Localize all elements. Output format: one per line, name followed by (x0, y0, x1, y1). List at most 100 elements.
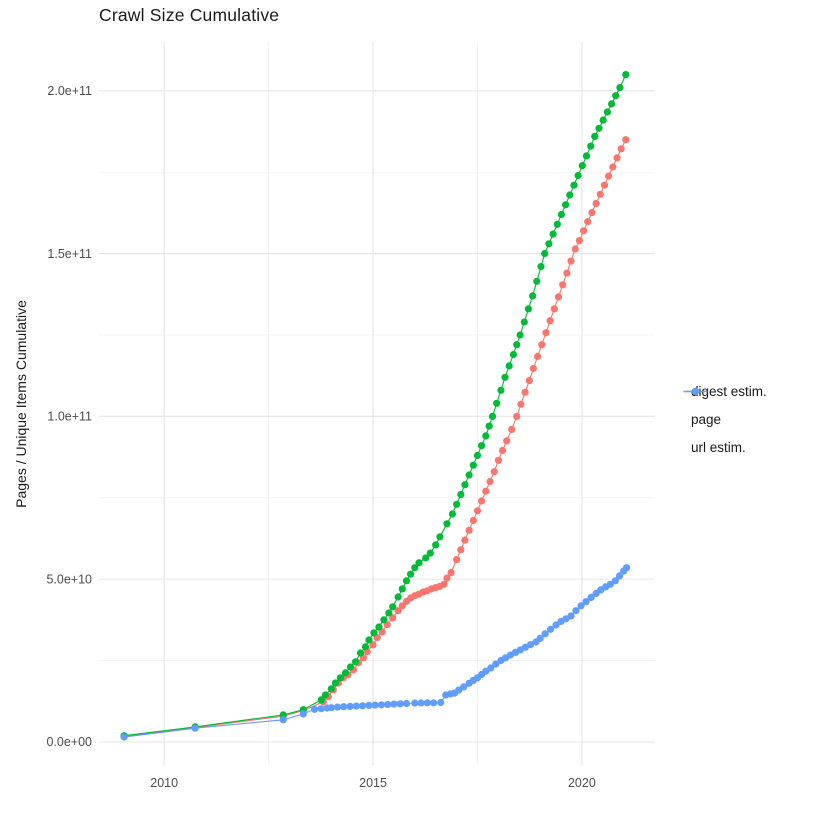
data-point (534, 352, 542, 361)
data-point (536, 634, 544, 643)
data-point (622, 71, 630, 79)
data-point (494, 456, 502, 464)
data-point (487, 664, 495, 672)
data-point (622, 136, 630, 144)
data-point (563, 269, 571, 277)
data-point (341, 669, 350, 677)
data-point (490, 468, 498, 476)
legend-label: digest estim. (691, 384, 767, 399)
data-point (520, 318, 528, 326)
data-point (572, 607, 580, 615)
data-point (469, 516, 477, 525)
data-point (478, 442, 486, 450)
data-point (521, 388, 529, 396)
data-point (333, 703, 342, 711)
data-point (336, 674, 344, 682)
data-point (501, 373, 509, 381)
data-point (457, 546, 465, 554)
data-point (461, 481, 469, 489)
data-point (587, 593, 595, 602)
data-point (603, 108, 612, 116)
series-page (120, 71, 630, 740)
data-point (498, 446, 507, 455)
data-point (488, 412, 497, 420)
data-point (407, 570, 415, 578)
data-point (578, 162, 586, 170)
data-point (317, 705, 325, 713)
data-point (606, 580, 614, 588)
data-point (365, 636, 373, 644)
data-point (310, 705, 319, 713)
data-point (611, 577, 619, 585)
data-point (612, 92, 620, 100)
data-point (191, 724, 199, 732)
data-point (377, 701, 385, 709)
data-point (617, 145, 625, 153)
data-point (582, 598, 590, 606)
data-point (524, 305, 533, 313)
data-point (541, 250, 549, 258)
data-point (533, 277, 541, 285)
data-point (423, 699, 431, 707)
data-point (443, 574, 451, 582)
data-point (559, 281, 567, 289)
legend-key-icon (683, 387, 708, 396)
data-point (369, 641, 377, 649)
data-point (473, 507, 482, 515)
data-point (605, 172, 613, 180)
data-point (616, 84, 624, 92)
data-point (570, 181, 578, 189)
data-point (566, 191, 574, 199)
data-point (394, 593, 402, 601)
data-point (473, 451, 482, 459)
data-point (436, 533, 444, 541)
data-point (453, 556, 461, 564)
data-point (554, 293, 563, 301)
data-point (577, 602, 585, 610)
data-point (321, 691, 329, 699)
y-tick-label: 2.0e+11 (47, 84, 92, 98)
data-point (279, 716, 287, 724)
data-point (346, 702, 354, 711)
data-point (592, 199, 600, 208)
data-point (509, 350, 517, 359)
data-point (327, 685, 335, 693)
data-point (591, 132, 599, 140)
data-point (546, 317, 554, 325)
series-digest-estim (120, 136, 630, 741)
y-tick-label: 5.0e+10 (46, 572, 92, 586)
x-tick-label: 2020 (568, 776, 596, 790)
data-point (596, 190, 604, 198)
data-point (580, 227, 588, 235)
data-point (529, 364, 538, 373)
data-point (120, 733, 128, 741)
data-point (537, 263, 545, 271)
data-point (317, 696, 325, 704)
data-point (623, 564, 631, 572)
data-point (402, 699, 411, 708)
data-point (396, 700, 404, 708)
data-point (567, 257, 575, 265)
data-point (485, 422, 493, 430)
data-point (567, 612, 575, 620)
data-point (411, 699, 419, 707)
data-point (430, 699, 438, 707)
data-point (615, 572, 624, 580)
data-point (574, 171, 582, 180)
data-point (505, 362, 513, 370)
data-point (538, 341, 546, 349)
data-point (549, 230, 557, 238)
data-point (426, 549, 434, 557)
data-point (411, 564, 419, 572)
data-point (503, 437, 511, 445)
data-point (517, 400, 525, 408)
data-point (465, 471, 473, 479)
data-point (513, 341, 521, 349)
data-point (415, 559, 423, 567)
data-point (461, 536, 469, 544)
data-point (460, 683, 468, 691)
data-point (380, 616, 388, 624)
data-point (497, 386, 505, 394)
data-point (508, 425, 516, 433)
data-point (541, 630, 549, 638)
